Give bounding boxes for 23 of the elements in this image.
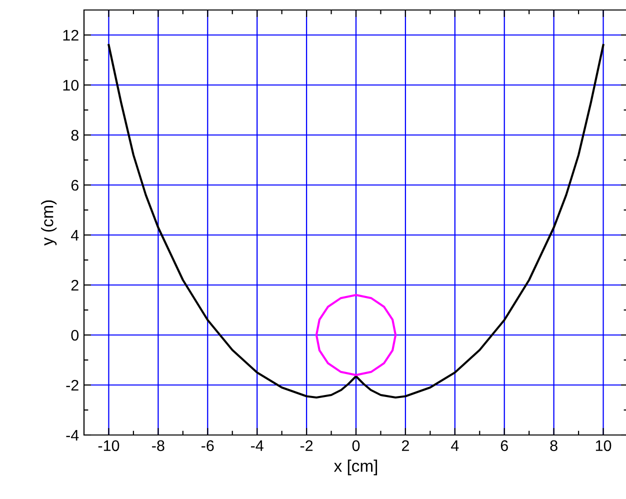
x-tick-label: -6	[202, 440, 214, 452]
y-tick-label: 10	[63, 80, 79, 91]
y-tick-label: 2	[71, 280, 78, 291]
x-tick-label: 4	[451, 440, 459, 451]
y-tick-label: 6	[71, 180, 78, 191]
x-tick-label: -2	[300, 440, 313, 451]
y-tick-label: 12	[63, 30, 78, 41]
x-tick-label: 8	[550, 440, 558, 452]
y-tick-label: 8	[71, 130, 78, 141]
x-tick-label: 2	[402, 440, 409, 451]
x-axis-title: x [cm]	[334, 460, 378, 476]
x-tick-label: -8	[152, 440, 164, 452]
line-series	[108, 44, 604, 399]
x-tick-label: 0	[352, 440, 360, 452]
x-tick-label: 6	[500, 440, 508, 452]
y-axis-title: y (cm)	[41, 200, 57, 246]
x-tick-label: 10	[596, 440, 612, 452]
y-tick-label: -4	[66, 430, 79, 441]
y-tick-label: -2	[66, 380, 78, 391]
y-tick-label: 0	[71, 330, 79, 341]
y-tick-label: 4	[70, 230, 79, 241]
x-tick-label: -4	[250, 440, 264, 451]
x-tick-label: -10	[98, 440, 120, 452]
